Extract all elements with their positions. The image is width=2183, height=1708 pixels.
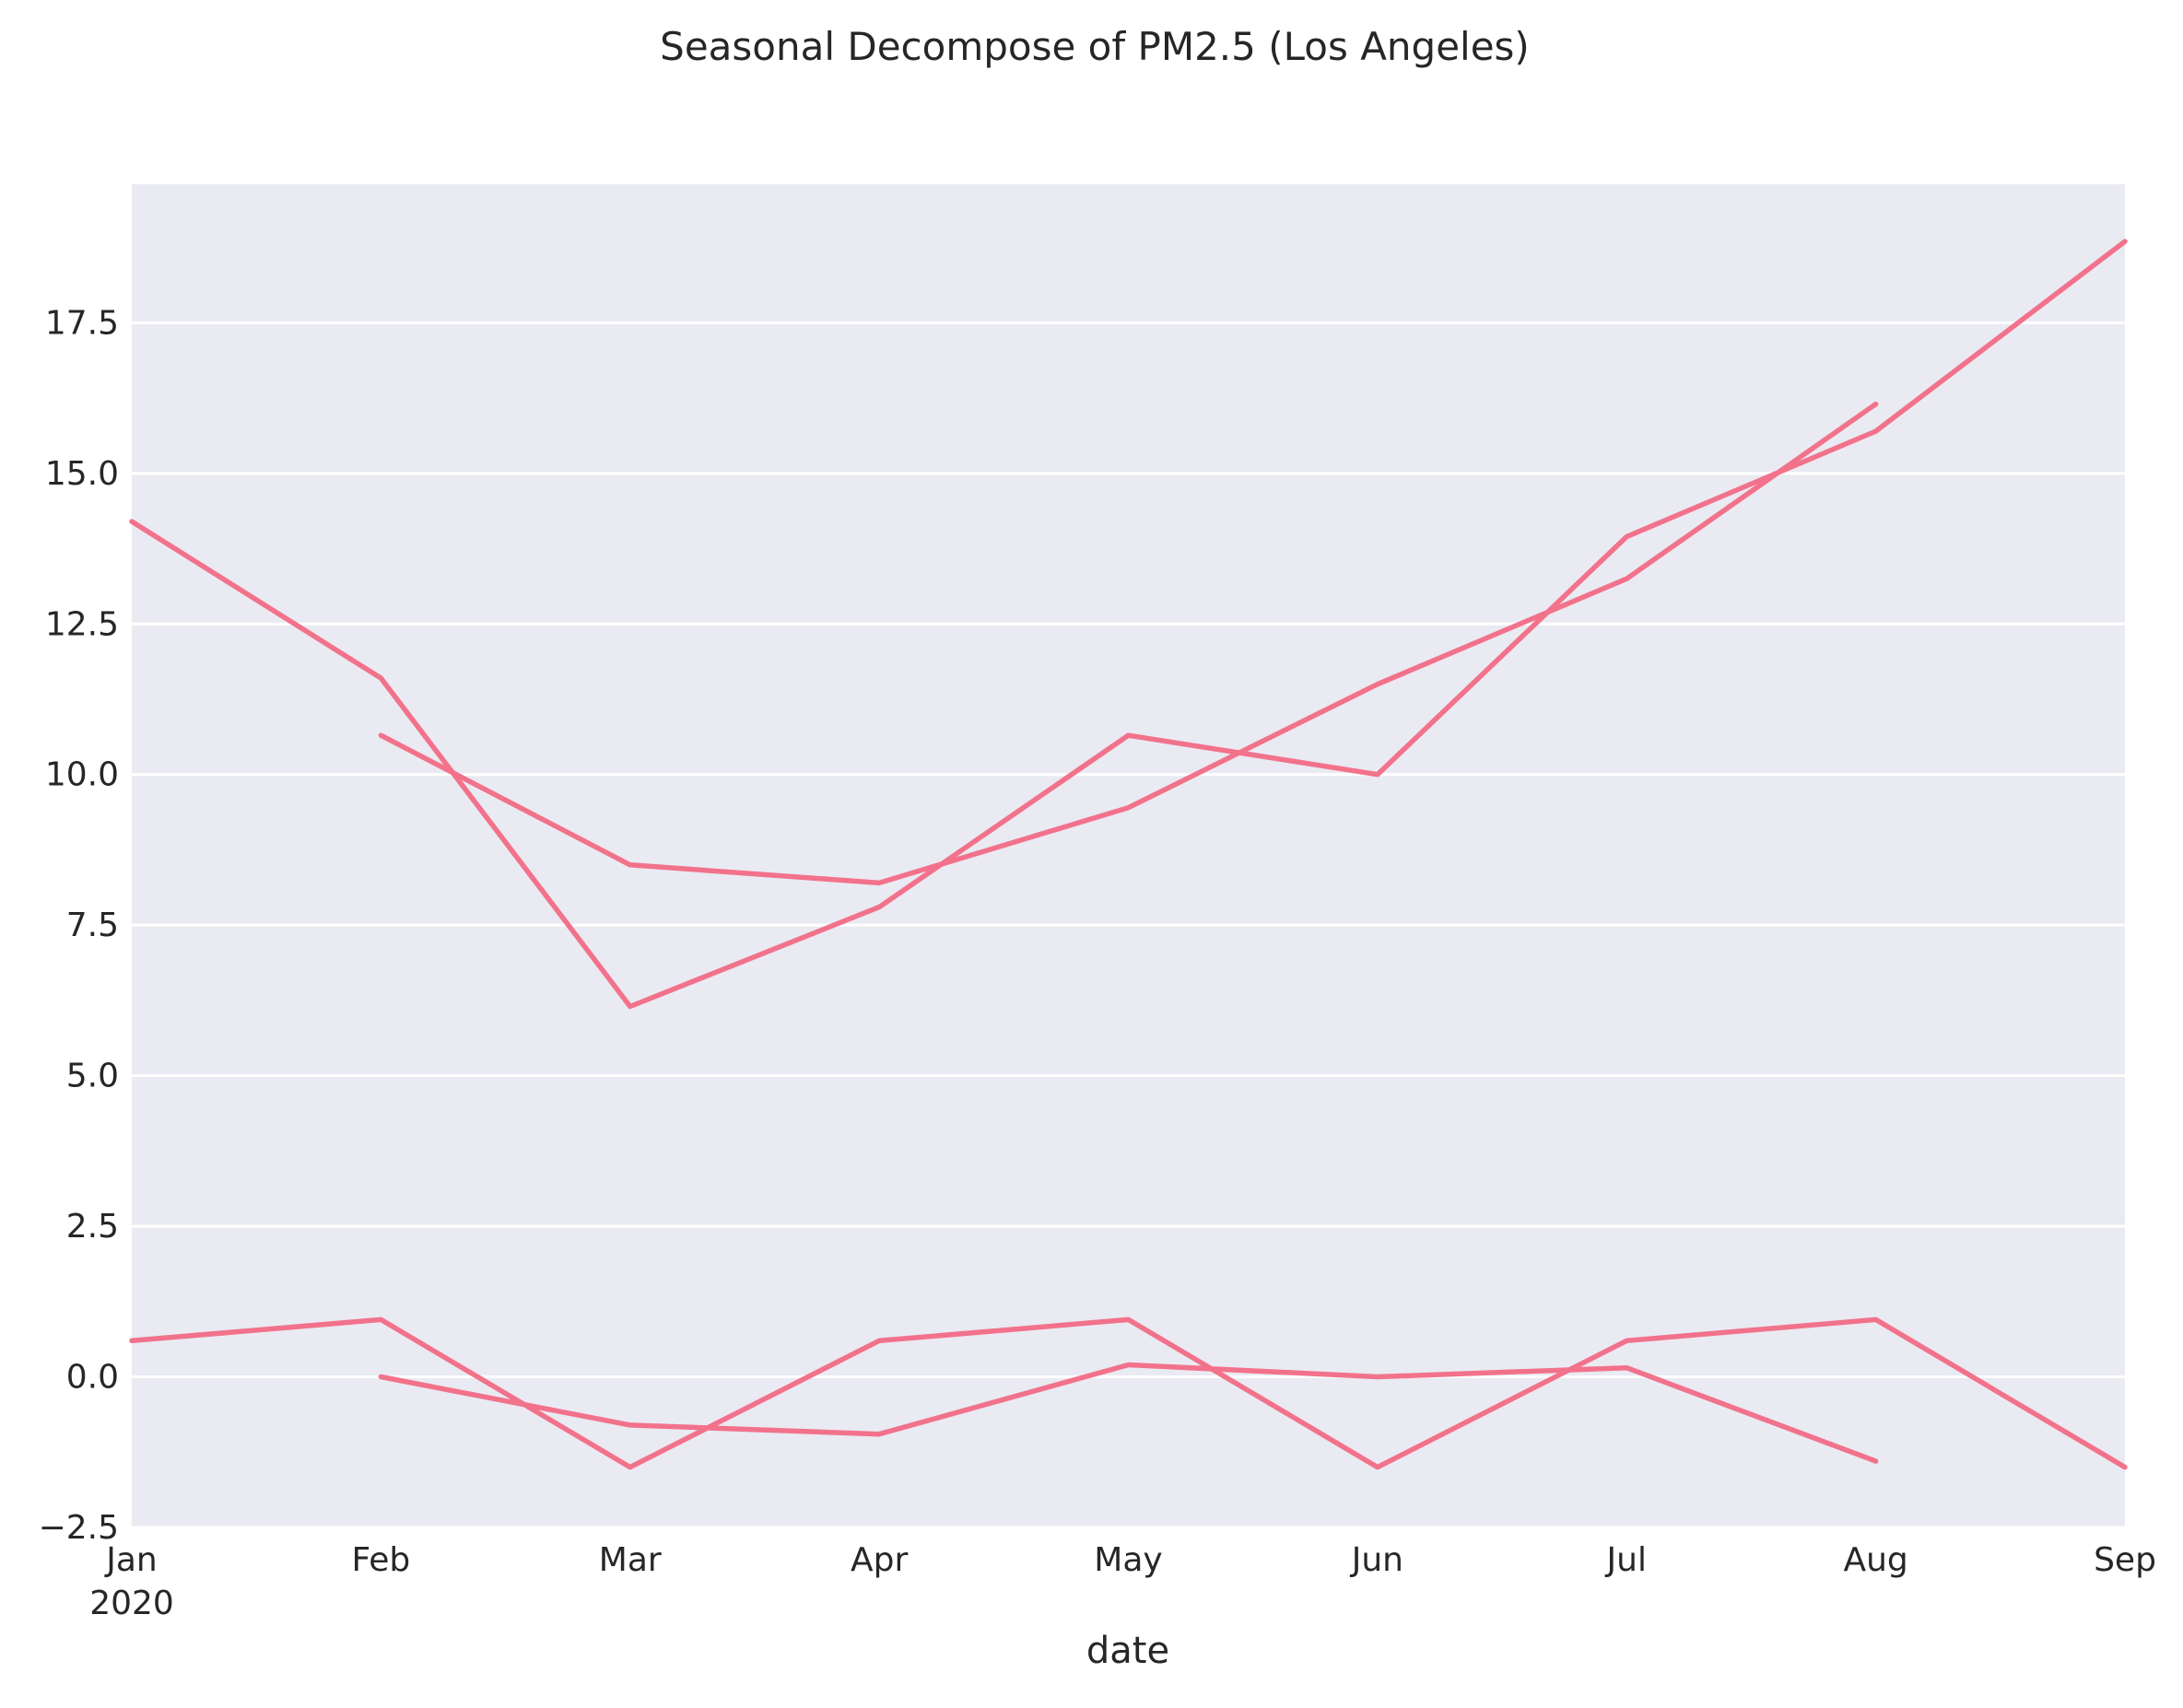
x-tick-label: Jun xyxy=(1350,1541,1403,1579)
x-tick-label: Mar xyxy=(599,1541,662,1579)
y-tick-label: 2.5 xyxy=(66,1208,119,1246)
x-tick-year-label: 2020 xyxy=(89,1585,174,1622)
x-tick-label: Jul xyxy=(1605,1541,1647,1579)
y-tick-label: 12.5 xyxy=(45,605,119,643)
grid-lines xyxy=(132,321,2125,1529)
series-lines xyxy=(129,239,2128,1470)
x-tick-label: Apr xyxy=(851,1541,908,1579)
series-line-3 xyxy=(129,1316,2128,1470)
y-tick-label: 17.5 xyxy=(45,304,119,342)
y-tick-label: 0.0 xyxy=(66,1359,119,1397)
chart-title: Seasonal Decompose of PM2.5 (Los Angeles… xyxy=(660,24,1530,69)
y-tick-label: −2.5 xyxy=(39,1509,119,1547)
x-axis-label: date xyxy=(1086,1630,1169,1672)
x-axis-ticks: Jan 2020 Feb Mar Apr May Jun Jul Aug Sep xyxy=(89,1541,2156,1622)
x-tick-label: Sep xyxy=(2094,1541,2156,1579)
x-tick-label: Feb xyxy=(352,1541,411,1579)
x-tick-label: Aug xyxy=(1843,1541,1907,1579)
y-axis-ticks: −2.5 0.0 2.5 5.0 7.5 10.0 12.5 15.0 17.5 xyxy=(39,304,119,1547)
y-tick-label: 10.0 xyxy=(45,756,119,794)
y-tick-label: 15.0 xyxy=(45,455,119,493)
y-tick-label: 5.0 xyxy=(66,1058,119,1095)
plot-area xyxy=(132,184,2125,1527)
series-line-2 xyxy=(378,401,1879,886)
series-line-1 xyxy=(129,239,2128,1010)
series-line-4 xyxy=(378,1362,1879,1464)
x-tick-label: Jan xyxy=(104,1541,158,1579)
x-tick-label: May xyxy=(1094,1541,1162,1579)
y-tick-label: 7.5 xyxy=(66,907,119,944)
